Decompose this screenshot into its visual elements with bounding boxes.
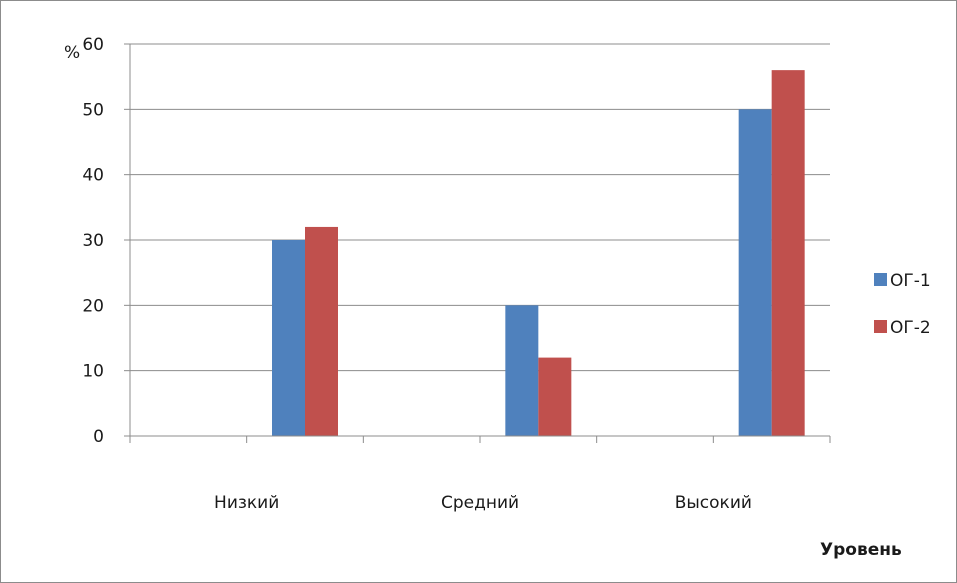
bar — [505, 305, 539, 436]
y-tick-label: 30 — [82, 231, 104, 251]
bar — [771, 70, 805, 436]
y-axis-title: % — [64, 43, 80, 63]
legend-swatch — [874, 320, 887, 333]
y-tick-label: 10 — [82, 362, 104, 382]
legend-label: ОГ-1 — [890, 271, 931, 291]
bar — [272, 240, 305, 436]
legend: ОГ-1 ОГ-2 — [874, 271, 931, 338]
legend-swatch — [874, 273, 887, 286]
y-tick-label: 40 — [82, 166, 104, 186]
y-tick-label: 60 — [82, 35, 104, 55]
x-category-label: Средний — [441, 493, 519, 513]
y-tick-label: 0 — [93, 427, 104, 447]
x-category-label: Высокий — [675, 493, 752, 513]
bars — [272, 70, 805, 436]
y-tick-label: 20 — [82, 296, 104, 316]
bar — [305, 226, 338, 436]
axes — [129, 44, 831, 443]
gridlines — [130, 43, 830, 372]
x-axis-categories: Низкий Средний Высокий — [214, 493, 752, 513]
bar — [538, 357, 572, 436]
x-axis-title: Уровень — [820, 540, 902, 560]
y-tick-label: 50 — [82, 100, 104, 120]
bar — [738, 109, 772, 436]
x-category-label: Низкий — [214, 493, 279, 513]
y-axis-ticks: 0 10 20 30 40 50 60 — [82, 35, 130, 447]
legend-label: ОГ-2 — [890, 318, 931, 338]
